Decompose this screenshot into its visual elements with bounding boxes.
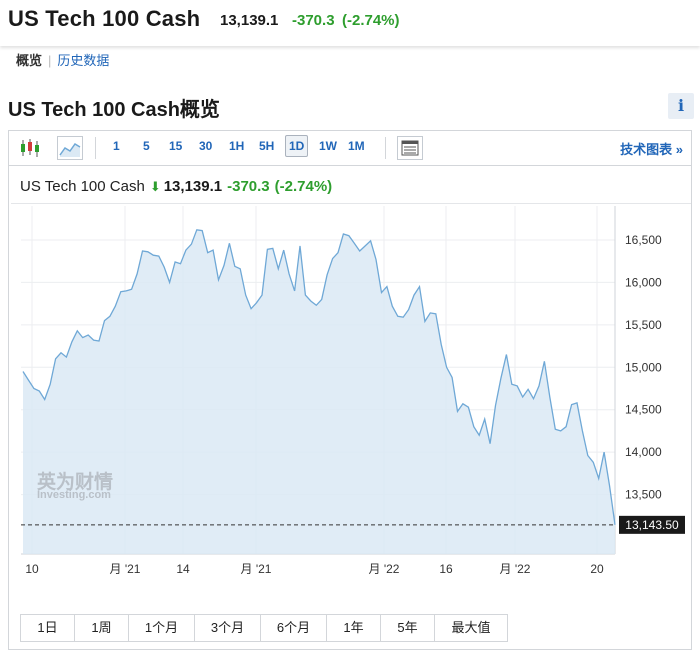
down-arrow-icon: ⬇ — [149, 179, 161, 194]
header-change: -370.3 — [292, 12, 335, 29]
tab-historical-data[interactable]: 历史数据 — [57, 53, 110, 68]
y-tick-label: 15,500 — [625, 318, 662, 332]
legend-change-pct: (-2.74%) — [274, 178, 333, 195]
y-tick-label: 15,000 — [625, 360, 662, 374]
x-tick-label: 月 '21 — [110, 562, 141, 576]
x-tick-label: 20 — [590, 562, 604, 576]
range-6m[interactable]: 6个月 — [261, 615, 327, 641]
area-chart-icon[interactable] — [57, 136, 83, 160]
range-1d[interactable]: 1日 — [21, 615, 75, 641]
sub-navigation: 概览 | 历史数据 — [16, 50, 109, 69]
y-tick-label: 14,000 — [625, 445, 662, 459]
tab-overview[interactable]: 概览 — [16, 53, 43, 68]
toolbar-divider — [385, 137, 386, 159]
timeframe-15[interactable]: 15 — [169, 139, 183, 153]
legend-change: -370.3 — [227, 178, 270, 195]
watermark-site: Investing.com — [37, 489, 111, 501]
toolbar-divider — [95, 137, 96, 159]
legend-name: US Tech 100 Cash — [20, 178, 145, 195]
header-change-pct: (-2.74%) — [342, 12, 400, 29]
timeframe-1[interactable]: 1 — [113, 139, 120, 153]
range-max[interactable]: 最大值 — [451, 620, 491, 635]
timeframe-1h[interactable]: 1H — [229, 139, 245, 153]
chart-toolbar: 1 5 15 30 1H 5H 1D 1W 1M 技术图表 » — [9, 131, 691, 166]
y-tick-label: 16,000 — [625, 275, 662, 289]
timeframe-5h[interactable]: 5H — [259, 139, 275, 153]
x-tick-label: 10 — [25, 562, 39, 576]
range-selector: 1日 1周 1个月 3个月 6个月 1年 5年 最大值 — [20, 614, 508, 642]
chart-panel: 1 5 15 30 1H 5H 1D 1W 1M 技术图表 » US Tech … — [8, 130, 692, 650]
info-icon[interactable]: i — [668, 93, 694, 119]
price-line — [22, 229, 616, 525]
legend-divider — [11, 203, 691, 204]
watermark-logo: 英为财情 — [37, 472, 114, 493]
last-price-badge — [619, 515, 685, 534]
legend-price: 13,139.1 — [163, 178, 223, 195]
range-1m[interactable]: 1个月 — [129, 615, 195, 641]
x-tick-label: 月 '22 — [500, 562, 531, 576]
range-3m[interactable]: 3个月 — [195, 615, 261, 641]
candlestick-icon[interactable] — [17, 136, 43, 160]
subnav-divider: | — [48, 53, 52, 68]
timeframe-1m[interactable]: 1M — [348, 139, 365, 153]
y-tick-label: 16,500 — [625, 233, 662, 247]
header-price: 13,139.1 — [220, 12, 279, 29]
quote-header: US Tech 100 Cash 13,139.1 -370.3 (-2.74%… — [0, 0, 700, 46]
y-tick-label: 13,500 — [625, 488, 662, 502]
timeframe-1w[interactable]: 1W — [319, 139, 337, 153]
x-tick-label: 月 '21 — [241, 562, 272, 576]
instrument-title: US Tech 100 Cash — [8, 6, 201, 31]
area-fill — [23, 229, 615, 555]
chart-legend: US Tech 100 Cash ⬇ 13,139.1 -370.3 (-2.74%) — [20, 178, 332, 195]
y-tick-label: 14,500 — [625, 403, 662, 417]
section-title: US Tech 100 Cash概览 — [8, 99, 220, 121]
x-tick-label: 14 — [176, 562, 190, 576]
x-tick-label: 16 — [439, 562, 453, 576]
range-1y[interactable]: 1年 — [327, 615, 381, 641]
table-view-icon[interactable] — [397, 136, 423, 160]
last-price-label: 13,143.50 — [625, 518, 679, 532]
range-1w[interactable]: 1周 — [75, 615, 129, 641]
range-5y[interactable]: 5年 — [381, 615, 435, 641]
timeframe-30[interactable]: 30 — [199, 139, 213, 153]
timeframe-5[interactable]: 5 — [143, 139, 150, 153]
technical-chart-link[interactable]: 技术图表 » — [620, 142, 683, 157]
timeframe-1d[interactable]: 1D — [285, 135, 309, 157]
x-tick-label: 月 '22 — [369, 562, 400, 576]
